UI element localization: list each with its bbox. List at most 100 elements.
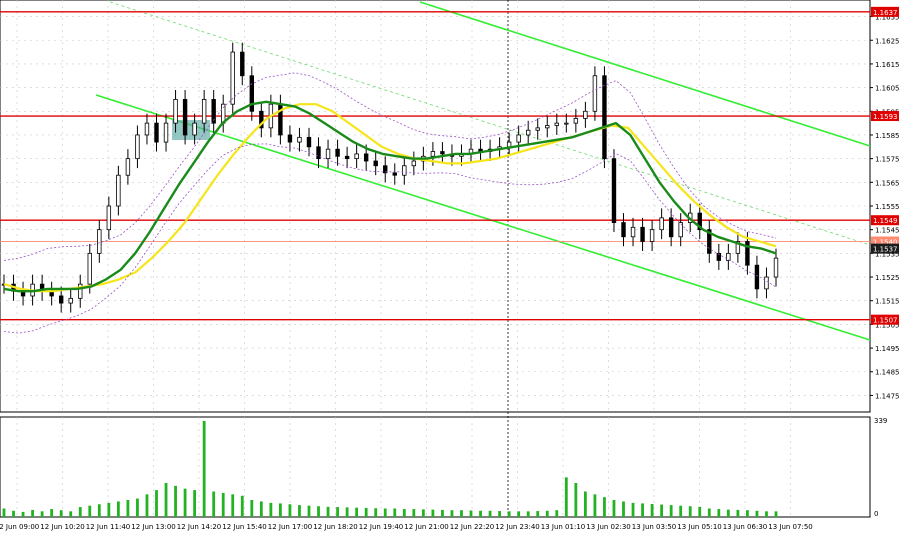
- candle-body: [230, 51, 235, 105]
- volume-bar: [402, 509, 406, 517]
- candle-body: [316, 146, 321, 160]
- entry-highlight-box: [172, 120, 210, 140]
- volume-bar: [78, 507, 82, 517]
- y-tick-label: 1.1565: [875, 179, 900, 187]
- x-tick-label: 12 Jun 19:40: [359, 523, 403, 531]
- volume-bar: [574, 483, 578, 517]
- candle-body: [573, 117, 579, 124]
- candle-body: [659, 217, 664, 231]
- x-tick-label: 12 Jun 18:20: [313, 523, 357, 531]
- volume-bar: [298, 505, 301, 517]
- volume-bar: [250, 500, 254, 517]
- level-label-box: [871, 243, 899, 254]
- x-tick-label: 12 Jun 22:20: [450, 523, 494, 531]
- candle-body: [440, 151, 445, 155]
- volume-bar: [336, 507, 339, 517]
- candle-body: [135, 134, 140, 160]
- candle-body: [383, 165, 388, 174]
- candle-body: [125, 158, 131, 176]
- candle-body: [116, 174, 121, 207]
- volume-bar: [755, 510, 759, 517]
- volume-bar: [107, 502, 111, 517]
- volume-bar: [259, 501, 263, 517]
- envelope-lower: [3, 143, 777, 334]
- volume-bar: [603, 497, 606, 517]
- volume-bar: [660, 504, 664, 517]
- volume-bar: [688, 506, 692, 517]
- candle-body: [392, 172, 397, 176]
- candle-body: [106, 205, 112, 231]
- candle-body: [297, 136, 302, 143]
- y-tick-label: 1.1615: [875, 61, 900, 69]
- candle-body: [325, 148, 331, 160]
- channel-mid-dashed: [109, 1, 871, 246]
- volume-max-label: 339: [874, 417, 887, 425]
- x-tick-label: 13 Jun 03:50: [632, 523, 676, 531]
- candle-body: [259, 110, 264, 129]
- volume-bar: [765, 511, 768, 517]
- volume-bar: [383, 508, 387, 517]
- volume-bar: [231, 494, 235, 517]
- candle-body: [344, 155, 350, 160]
- y-tick-label: 1.1575: [875, 156, 900, 164]
- volume-bar: [641, 503, 644, 517]
- candle-body: [58, 295, 64, 304]
- candle-body: [535, 127, 540, 131]
- sma-yellow-line: [3, 103, 777, 293]
- volume-bar: [155, 490, 158, 517]
- y-tick-label: 1.1635: [875, 14, 900, 22]
- x-tick-label: 12 Jun 15:40: [222, 523, 266, 531]
- x-tick-label: 13 Jun 05:10: [677, 523, 721, 531]
- y-tick-label: 1.1485: [875, 369, 900, 377]
- x-tick-label: 12 Jun 17:00: [268, 523, 312, 531]
- volume-bar: [364, 507, 368, 517]
- y-tick-label: 1.1585: [875, 132, 900, 140]
- volume-bar: [555, 510, 559, 517]
- volume-bar: [412, 509, 416, 517]
- candle-body: [363, 153, 369, 162]
- volume-bar: [612, 500, 616, 517]
- volume-bar: [212, 491, 216, 517]
- volume-bar: [88, 505, 92, 517]
- volume-bar: [507, 511, 511, 517]
- candle-body: [78, 283, 83, 299]
- volume-bar: [650, 503, 654, 517]
- volume-bar: [726, 509, 730, 517]
- candle-body: [754, 264, 760, 290]
- level-label-box: [871, 6, 899, 17]
- candle-body: [173, 99, 178, 124]
- candle-body: [583, 110, 588, 119]
- volume-bar: [698, 506, 702, 517]
- volume-bar: [59, 510, 63, 517]
- volume-bar: [193, 490, 197, 517]
- x-tick-label: 13 Jun 01:10: [541, 523, 585, 531]
- volume-bar: [240, 495, 244, 517]
- volume-bar: [707, 508, 711, 517]
- y-tick-label: 1.1545: [875, 227, 900, 235]
- x-tick-label: 13 Jun 07:50: [768, 523, 812, 531]
- candle-body: [592, 75, 598, 112]
- volume-bar: [545, 510, 549, 517]
- candle-body: [506, 141, 512, 148]
- volume-bar: [145, 494, 149, 517]
- x-tick-label: 12 Jun 14:20: [177, 523, 221, 531]
- volume-bar: [12, 510, 15, 517]
- volume-bar: [345, 507, 349, 517]
- volume-bar: [460, 510, 463, 517]
- y-tick-label: 1.1605: [875, 85, 900, 93]
- candle-body: [192, 122, 197, 136]
- candle-body: [240, 51, 245, 77]
- candle-body: [411, 160, 417, 167]
- y-tick-label: 1.1475: [875, 392, 900, 400]
- sma-green-line: [3, 100, 777, 293]
- y-tick-label: 1.1625: [875, 37, 900, 45]
- volume-bar: [583, 491, 587, 517]
- candle-body: [649, 229, 655, 242]
- candle-body: [287, 134, 293, 143]
- x-tick-label: 13 Jun 02:30: [586, 523, 630, 531]
- volume-bar: [326, 506, 330, 517]
- candle-body: [402, 165, 407, 176]
- volume-bar: [136, 498, 139, 517]
- candle-body: [602, 75, 607, 160]
